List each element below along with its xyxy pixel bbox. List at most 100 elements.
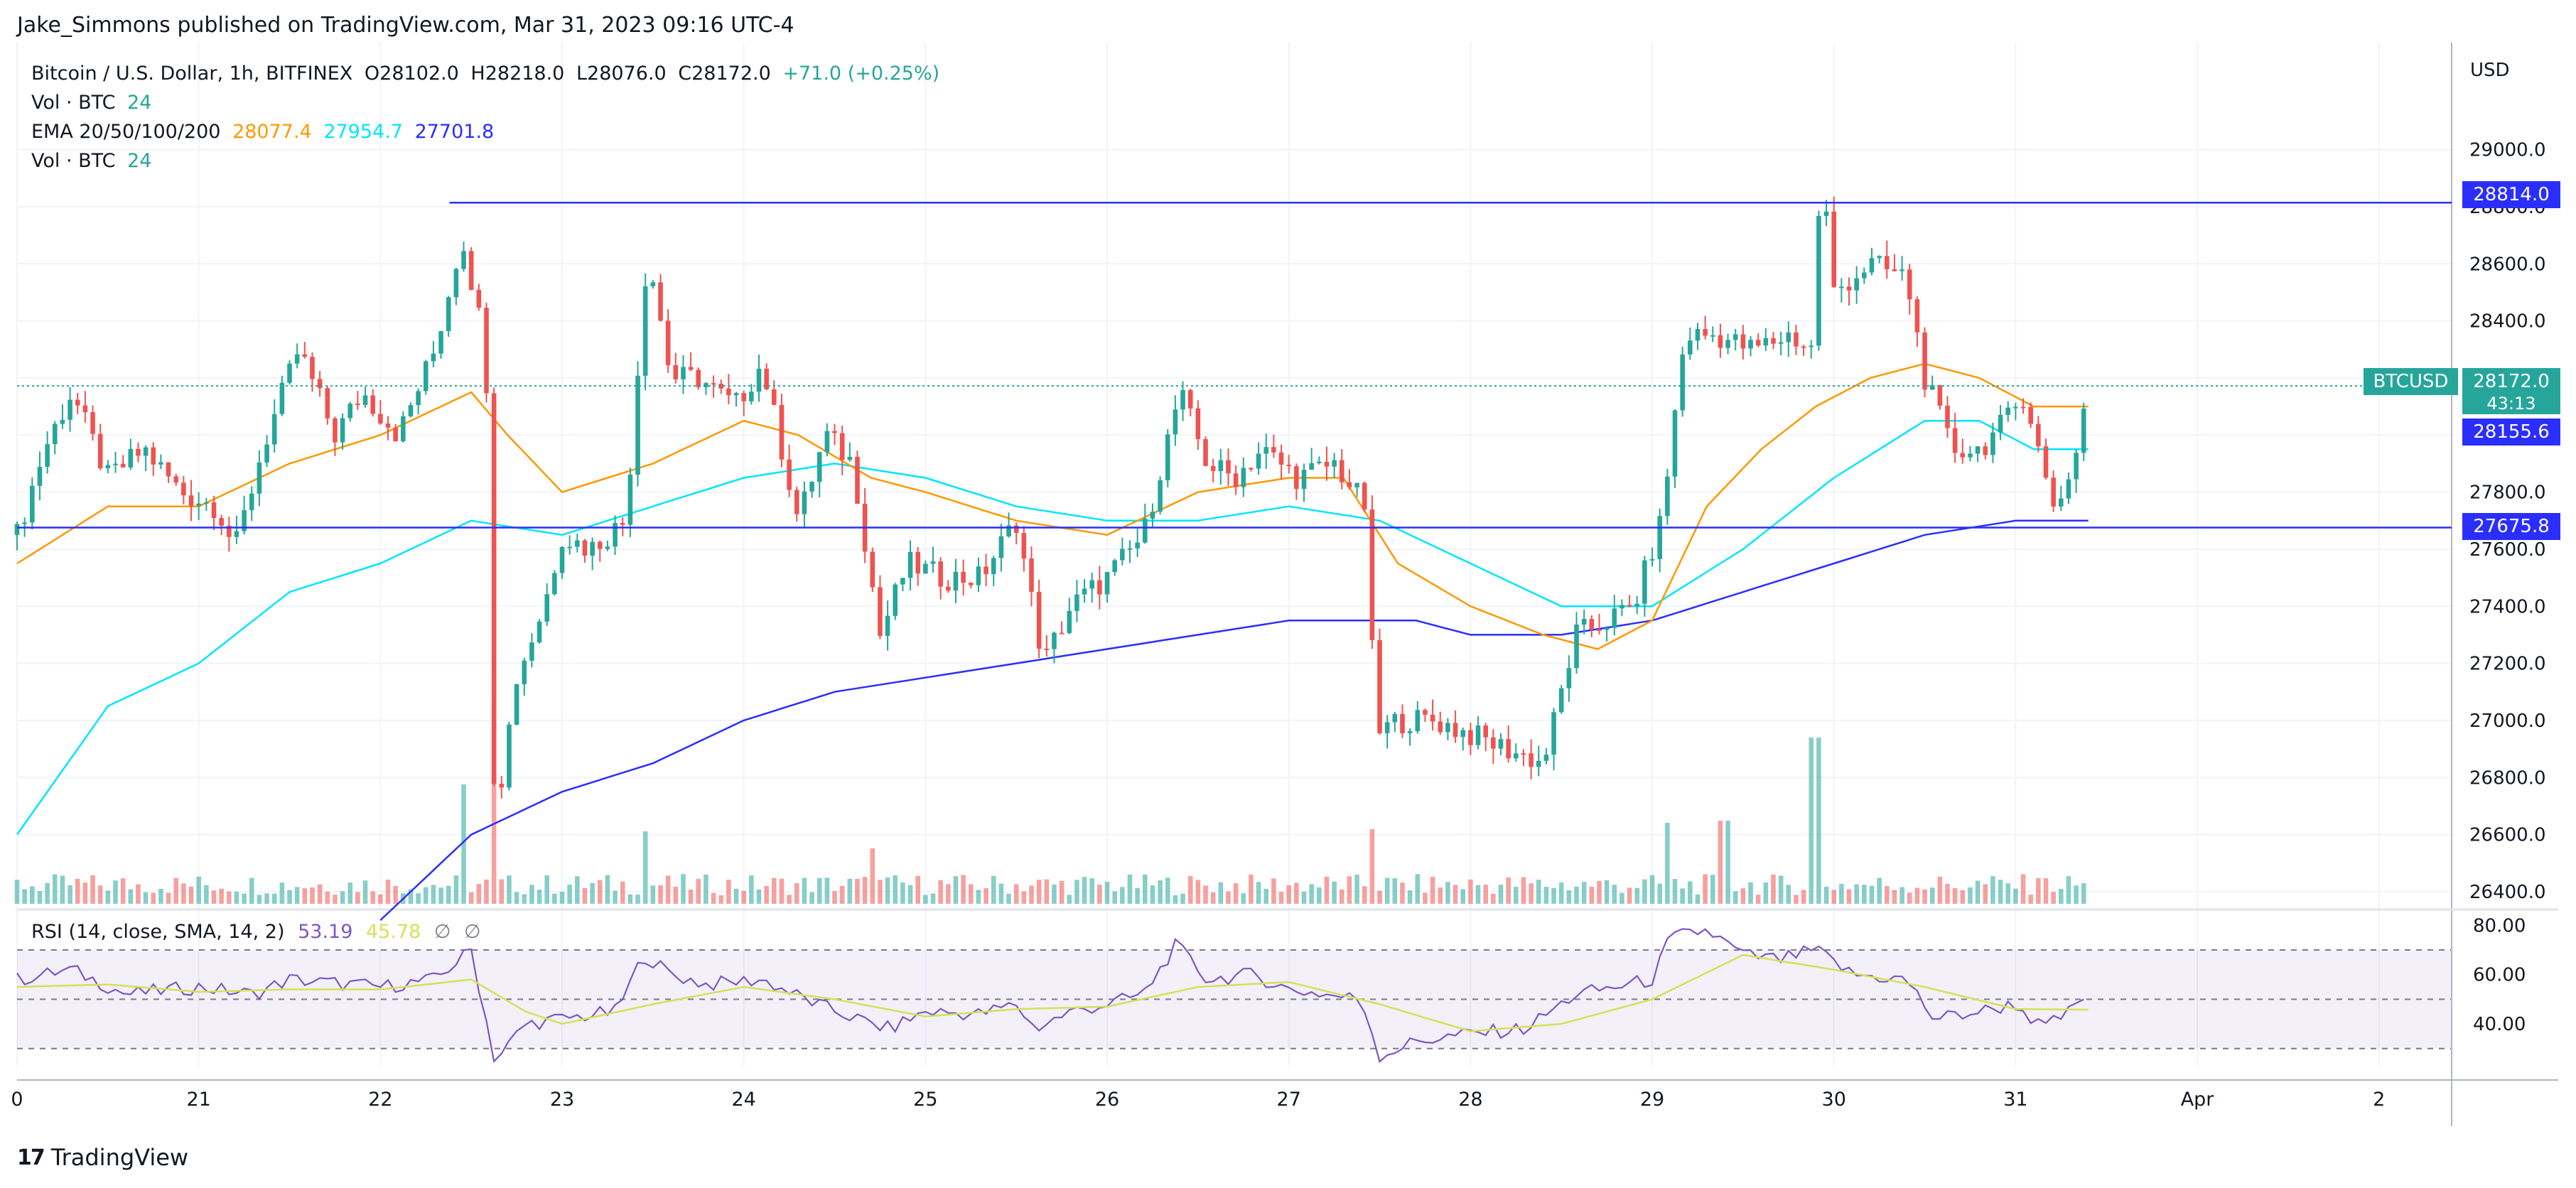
candle	[136, 448, 141, 456]
candle	[279, 382, 285, 414]
volume-bar	[446, 885, 451, 904]
volume-bar	[416, 893, 421, 904]
candle	[998, 536, 1004, 558]
volume-bar	[1771, 874, 1776, 904]
volume-bar	[1013, 884, 1019, 904]
ema-label[interactable]: EMA 20/50/100/200	[31, 121, 221, 143]
candle	[1127, 548, 1133, 550]
volume-bar	[1937, 876, 1943, 904]
candle	[1620, 605, 1624, 609]
candle	[642, 286, 648, 376]
candle	[1089, 580, 1095, 589]
time-tick-label: 0	[11, 1089, 23, 1111]
candle	[1249, 468, 1254, 470]
candle	[946, 586, 951, 591]
volume-bar	[158, 888, 163, 904]
volume-bar	[976, 890, 981, 904]
volume-bar	[151, 892, 156, 904]
volume-bar	[1990, 876, 1995, 904]
price-tick-label: 27800.0	[2469, 482, 2546, 504]
rsi-label[interactable]: RSI (14, close, SMA, 14, 2)	[31, 921, 285, 943]
volume-bar	[2051, 892, 2056, 904]
candle	[756, 368, 762, 392]
candle	[2051, 477, 2056, 507]
candle	[1142, 518, 1148, 543]
candle	[82, 405, 88, 413]
candle	[1960, 453, 1966, 458]
volume-bar	[279, 882, 285, 904]
volume-bar	[1324, 876, 1330, 904]
volume-bar	[2005, 883, 2011, 904]
volume-bar	[1672, 879, 1678, 904]
volume-bar	[1748, 882, 1753, 904]
volume-bar	[1816, 738, 1821, 904]
candle	[1317, 461, 1322, 463]
volume-bar	[665, 875, 671, 904]
volume-bar	[1468, 879, 1473, 904]
time-tick-label: 22	[368, 1089, 392, 1111]
candle	[582, 540, 588, 556]
candle	[173, 476, 179, 483]
candle	[559, 546, 565, 573]
candle	[953, 571, 959, 591]
candle	[14, 524, 20, 535]
volume-bar	[514, 892, 519, 904]
volume-bar	[673, 886, 679, 904]
volume-bar	[408, 889, 414, 904]
candle	[60, 419, 65, 424]
candle	[75, 399, 80, 406]
candle	[711, 383, 716, 385]
candle	[1029, 558, 1034, 592]
candle	[1453, 723, 1458, 738]
volume-bar	[847, 878, 853, 904]
candle	[1899, 269, 1904, 271]
candle	[423, 361, 429, 392]
candle	[1649, 558, 1655, 561]
volume-bar	[1430, 877, 1435, 904]
tradingview-branding[interactable]: 17 TradingView	[17, 1144, 188, 1171]
volume-bar	[1120, 887, 1125, 904]
volume-bar	[385, 879, 391, 904]
candle	[1536, 760, 1541, 767]
candle	[1589, 619, 1595, 630]
bar-countdown: 43:13	[2462, 393, 2560, 414]
brand-name: TradingView	[50, 1144, 189, 1171]
volume-bar	[1634, 887, 1640, 904]
candle	[779, 404, 785, 460]
volume-bar	[2074, 885, 2079, 904]
rsi-pane	[17, 913, 2452, 1066]
volume-label-2[interactable]: Vol · BTC	[31, 150, 116, 172]
volume-bar	[613, 890, 618, 904]
candle	[2013, 406, 2018, 409]
candle	[1907, 269, 1912, 300]
candle	[1362, 482, 1367, 510]
symbol-name[interactable]: Bitcoin / U.S. Dollar, 1h, BITFINEX	[31, 63, 353, 85]
candle	[1309, 463, 1314, 470]
time-tick-label: 29	[1640, 1089, 1664, 1111]
candle	[1877, 256, 1882, 259]
time-tick-label: 23	[550, 1089, 574, 1111]
candle	[1180, 389, 1185, 410]
volume-bar	[484, 879, 489, 904]
candle	[1354, 482, 1359, 487]
volume-bar	[2013, 888, 2018, 904]
candle	[257, 462, 262, 494]
volume-bar	[1732, 891, 1738, 904]
ema20-line	[16, 362, 2089, 650]
candle	[1301, 470, 1307, 490]
candle	[1415, 710, 1421, 732]
volume-bar	[14, 880, 20, 904]
volume-bar	[915, 875, 921, 904]
volume-label[interactable]: Vol · BTC	[31, 92, 116, 114]
volume-legend-2: Vol · BTC 24	[31, 150, 157, 172]
candle	[1377, 639, 1382, 733]
candle	[1778, 342, 1784, 344]
candle	[1059, 632, 1065, 634]
volume-bar	[461, 784, 466, 904]
volume-bar	[1688, 881, 1693, 904]
candle	[1104, 572, 1110, 595]
candle	[2074, 453, 2079, 480]
candle	[1430, 714, 1435, 722]
volume-bar	[575, 876, 580, 904]
